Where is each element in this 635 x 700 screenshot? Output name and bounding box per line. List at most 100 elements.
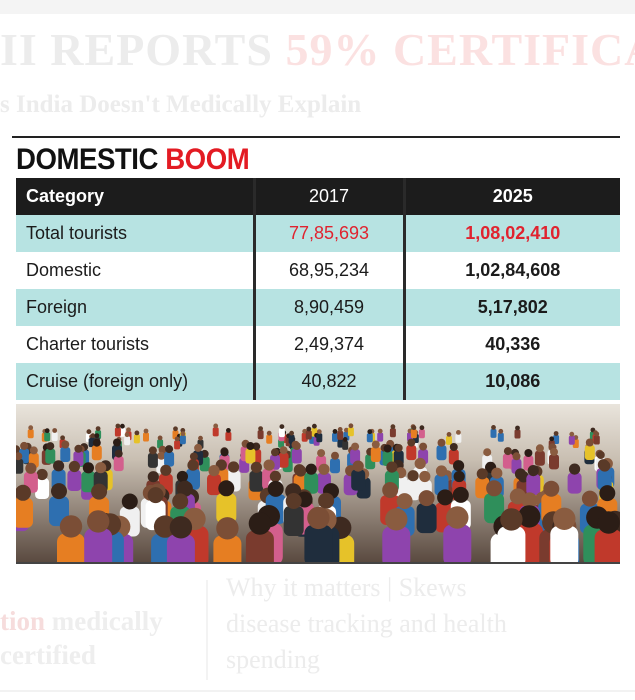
row-category: Charter tourists [16, 326, 254, 363]
crowd-person-body [57, 533, 85, 562]
crowd-person-head [435, 465, 448, 477]
crowd-person-body [382, 526, 411, 562]
crowd-person-body [416, 503, 437, 534]
crowd-person-head [599, 485, 616, 502]
crowd-person-head [174, 436, 180, 442]
crowd-person-body [366, 433, 373, 443]
crowd-person-head [173, 426, 178, 432]
crowd-person-head [169, 516, 193, 539]
crowd-person-body [245, 530, 274, 562]
crowd-person-head [126, 427, 131, 433]
table-row: Domestic 68,95,234 1,02,84,608 [16, 252, 620, 289]
crowd-person-head [147, 471, 159, 483]
row-value-2025: 1,02,84,608 [402, 252, 620, 289]
crowd-person-head [16, 484, 31, 501]
crowd-person-head [498, 428, 504, 434]
crowd-person-head [220, 448, 229, 457]
crowd-person-body [179, 435, 186, 445]
crowd-person-body [45, 448, 56, 464]
crowd-person-head [407, 470, 419, 482]
crowd-person-head [383, 444, 392, 453]
tourist-stats-table: Category 2017 2025 Total tourists 77,85,… [16, 178, 620, 400]
crowd-person-body [44, 432, 51, 442]
background-why-line2: disease tracking and health [226, 609, 507, 638]
crowd-person-head [165, 445, 174, 454]
crowd-person-body [143, 432, 149, 442]
crowd-person-head [91, 483, 108, 500]
crowd-person-head [46, 442, 55, 451]
crowd-person-head [342, 437, 348, 442]
crowd-person-head [25, 462, 37, 474]
crowd-illustration [16, 404, 620, 562]
crowd-person-head [367, 429, 373, 435]
crowd-person-head [218, 480, 235, 497]
row-category: Foreign [16, 289, 254, 326]
title-word-boom: BOOM [165, 143, 250, 176]
crowd-person-body [418, 429, 425, 439]
background-subheadline: s India Doesn't Medically Explain [0, 91, 362, 118]
crowd-person-head [500, 508, 523, 531]
crowd-person-head [599, 460, 611, 472]
crowd-person-head [29, 446, 38, 455]
crowd-person-head [44, 428, 50, 434]
crowd-person-body [60, 447, 71, 462]
crowd-person-head [90, 433, 96, 439]
crowd-person-body [337, 430, 344, 440]
crowd-person-body [342, 440, 349, 450]
title-word-domestic: DOMESTIC [16, 143, 158, 176]
crowd-photo [16, 404, 620, 562]
background-why-line3: spending [226, 645, 320, 674]
crowd-person-body [410, 429, 417, 439]
crowd-person-body [67, 470, 82, 491]
table-header-row: Category 2017 2025 [16, 178, 620, 215]
crowd-person-head [258, 426, 263, 431]
crowd-person-head [115, 423, 121, 429]
crowd-person-head [382, 482, 399, 498]
crowd-person-head [248, 512, 272, 535]
crowd-person-head [377, 428, 383, 434]
crowd-person-head [331, 451, 339, 460]
crowd-person-head [172, 493, 189, 510]
crowd-person-head [176, 480, 193, 497]
crowd-person-body [443, 524, 472, 562]
crowd-person-head [553, 507, 576, 530]
crowd-person-head [549, 436, 555, 442]
crowd-person-body [502, 453, 513, 469]
crowd-person-body [490, 428, 497, 438]
crowd-person-body [305, 430, 312, 440]
crowd-person-body [207, 474, 221, 496]
crowd-person-head [157, 435, 163, 441]
crowd-person-head [158, 445, 167, 454]
crowd-person-body [389, 428, 396, 438]
crowd-person-head [267, 480, 284, 497]
crowd-person-body [213, 535, 242, 562]
crowd-person-head [82, 462, 94, 474]
crowd-person-body [370, 447, 381, 462]
crowd-person-head [16, 445, 21, 454]
crowd-person-head [371, 440, 380, 449]
crowd-person-head [521, 492, 538, 509]
crowd-person-body [568, 435, 575, 445]
crowd-person-body [316, 433, 323, 443]
crowd-person-head [453, 470, 465, 483]
crowd-person-head [318, 463, 330, 475]
crowd-person-head [527, 465, 539, 477]
crowd-person-body [406, 445, 417, 461]
crowd-person-body [174, 440, 181, 450]
crowd-person-head [95, 426, 101, 431]
crowd-person-head [189, 452, 198, 461]
crowd-person-head [348, 423, 354, 429]
crowd-person-head [390, 424, 396, 430]
crowd-person-head [114, 449, 123, 458]
crowd-person-head [121, 493, 138, 510]
crowd-person-head [306, 426, 312, 432]
crowd-person-head [386, 461, 398, 473]
crowd-person-body [147, 452, 158, 468]
crowd-person-head [337, 427, 343, 432]
crowd-person-head [332, 429, 338, 434]
crowd-person-body [166, 534, 195, 562]
background-why-it-matters: Why it matters | Skews disease tracking … [226, 570, 606, 680]
row-value-2017: 8,90,459 [252, 289, 404, 326]
crowd-person-head [198, 435, 203, 441]
crowd-person-head [124, 432, 130, 438]
